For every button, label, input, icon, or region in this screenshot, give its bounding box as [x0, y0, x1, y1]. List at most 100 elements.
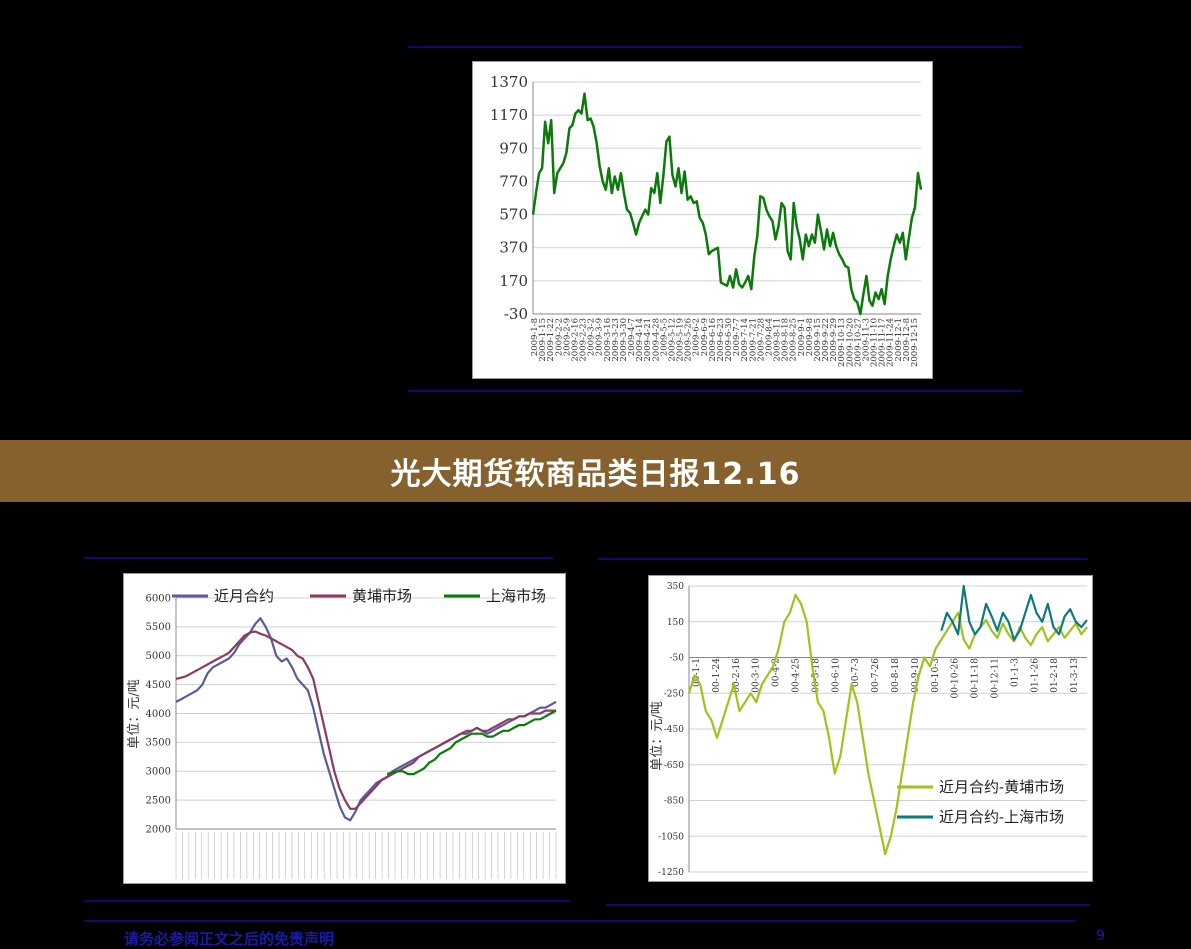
x-tick-label: 2009-6-2 — [692, 318, 702, 356]
x-tick-label: 2009-9-29 — [829, 318, 839, 362]
title-banner: 光大期货软商品类日报12.16 — [0, 440, 1191, 502]
x-tick-label: 2009-9-8 — [805, 318, 815, 356]
x-tick-label: 2009-2-2 — [554, 318, 564, 356]
x-tick-label: 2009-3-9 — [595, 318, 605, 356]
top-line-chart: 13701170970770570370170-302009-1-82009-1… — [490, 73, 923, 367]
legend-label: 黄埔市场 — [352, 587, 412, 605]
y-tick-label: 3000 — [146, 767, 171, 778]
x-tick-label: 00-6-10 — [831, 658, 841, 693]
bottom-right-chart-card: 350 150 -50 -250 -450 -650 -850 -1050 -1250 00-1-… — [648, 575, 1093, 882]
x-tick-label: 2009-4-21 — [643, 318, 653, 362]
x-tick-label: 2009-6-16 — [708, 318, 718, 362]
disclaimer-text: 请务必参阅正文之后的免责声明 — [124, 930, 335, 948]
x-tick-label: 00-9-10 — [911, 658, 921, 693]
y-tick-label: 350 — [667, 582, 684, 592]
y-tick-label: -30 — [504, 305, 528, 323]
x-tick-label: 2009-12-15 — [910, 318, 920, 367]
footer-rule — [84, 920, 1076, 922]
x-tick-label: 2009-7-21 — [748, 318, 758, 362]
bottom-left-line-chart: 6000 5500 5000 4500 4000 3500 3000 2500 2000 单位：元… — [127, 587, 557, 879]
left-rule-upper — [84, 557, 554, 559]
x-tick-label: 2009-3-2 — [587, 318, 597, 356]
y-tick-label: 970 — [499, 139, 528, 157]
bottom-right-line-chart: 350 150 -50 -250 -450 -650 -850 -1050 -1250 00-1-… — [650, 582, 1088, 878]
x-tick-label: 2009-8-25 — [789, 318, 799, 362]
x-tick-label: 2009-3-30 — [619, 318, 629, 362]
y-tick-label: -650 — [664, 761, 684, 771]
y-tick-label: 6000 — [146, 593, 171, 604]
x-tick-label: 01-1-3 — [1010, 658, 1020, 687]
x-tick-label: 2009-9-22 — [821, 318, 831, 362]
y-tick-label: 2500 — [146, 795, 171, 806]
legend-label: 近月合约-黄埔市场 — [939, 778, 1064, 796]
y-tick-label: 370 — [499, 239, 528, 257]
x-tick-label: 2009-7-14 — [740, 318, 750, 362]
x-tick-label: 00-8-18 — [891, 658, 901, 693]
x-tick-label: 2009-6-30 — [724, 318, 734, 362]
banner-title: 光大期货软商品类日报12.16 — [390, 457, 801, 492]
x-tick-label: 00-10-26 — [951, 658, 961, 699]
series-line-0 — [531, 92, 923, 316]
x-tick-label: 01-2-18 — [1050, 658, 1060, 693]
x-tick-label: 2009-5-26 — [684, 318, 694, 362]
x-tick-label: 00-7-26 — [871, 658, 881, 693]
y-axis-label: 单位：元/吨 — [650, 701, 665, 770]
left-rule-lower — [84, 900, 570, 902]
y-tick-label: -1250 — [658, 868, 684, 878]
y-tick-label: -250 — [664, 689, 684, 699]
x-tick-label: 2009-2-9 — [562, 318, 572, 356]
series-line-0 — [175, 617, 557, 822]
x-tick-label: 00-11-18 — [971, 658, 981, 699]
x-tick-label: 2009-6-9 — [700, 318, 710, 356]
x-tick-label: 2009-2-16 — [570, 318, 580, 362]
right-rule-lower — [606, 904, 1090, 906]
x-tick-label: 00-1-24 — [712, 658, 722, 693]
x-tick-label: 2009-1-8 — [530, 318, 540, 356]
y-tick-label: 570 — [499, 206, 528, 224]
x-tick-label: 2009-8-18 — [781, 318, 791, 362]
x-tick-label: 2009-3-23 — [611, 318, 621, 362]
y-tick-label: 4500 — [146, 680, 171, 691]
y-tick-label: 5000 — [146, 651, 171, 662]
x-tick-label: 2009-12-1 — [894, 318, 904, 362]
x-tick-label: 00-1-1 — [692, 658, 702, 687]
x-tick-label: 00-7-3 — [851, 658, 861, 687]
x-tick-label: 00-10-3 — [931, 658, 941, 693]
x-tick-label: 2009-4-14 — [635, 318, 645, 362]
y-tick-label: 770 — [499, 172, 528, 190]
x-tick-label: 00-5-18 — [811, 658, 821, 693]
y-tick-label: -450 — [664, 725, 684, 735]
top-rule-upper — [408, 46, 1022, 48]
x-tick-label: 2009-7-7 — [732, 318, 742, 356]
x-tick-label: 2009-6-23 — [716, 318, 726, 362]
x-tick-label: 01-3-13 — [1070, 658, 1080, 693]
x-tick-label: 2009-5-19 — [676, 318, 686, 362]
x-tick-label: 2009-5-5 — [659, 318, 669, 356]
x-tick-label: 2009-10-13 — [837, 318, 847, 367]
y-tick-label: 5500 — [146, 622, 171, 633]
x-tick-label: 2009-12-8 — [902, 318, 912, 362]
x-tick-label: 00-4-2 — [772, 658, 782, 687]
series-line-2 — [386, 709, 557, 776]
x-tick-label: 2009-8-11 — [773, 318, 783, 362]
x-tick-label: 2009-8-4 — [764, 318, 774, 356]
x-tick-label: 00-3-10 — [752, 658, 762, 693]
legend-label: 上海市场 — [486, 587, 546, 605]
top-rule-lower — [408, 390, 1022, 392]
series-line-1 — [940, 584, 1088, 641]
x-tick-label: 2009-2-23 — [579, 318, 589, 362]
x-tick-label: 2009-10-20 — [845, 318, 855, 367]
x-tick-label: 2009-1-22 — [546, 318, 556, 362]
x-tick-label: 2009-11-3 — [861, 318, 871, 362]
x-tick-label: 2009-7-28 — [756, 318, 766, 362]
y-tick-label: 4000 — [146, 709, 171, 720]
legend-label: 近月合约 — [214, 587, 274, 605]
x-tick-label: 00-4-25 — [791, 658, 801, 693]
y-tick-label: 150 — [667, 618, 684, 628]
x-tick-label: 2009-11-24 — [886, 318, 896, 367]
y-tick-label: -50 — [670, 654, 685, 664]
legend-label: 近月合约-上海市场 — [939, 808, 1064, 826]
y-tick-label: 2000 — [146, 824, 171, 835]
top-chart-card: 1370 1170 970 770 570 370 170 -30 2009-1-8 2009-1… — [472, 61, 933, 379]
x-tick-label: 2009-4-7 — [627, 318, 637, 356]
